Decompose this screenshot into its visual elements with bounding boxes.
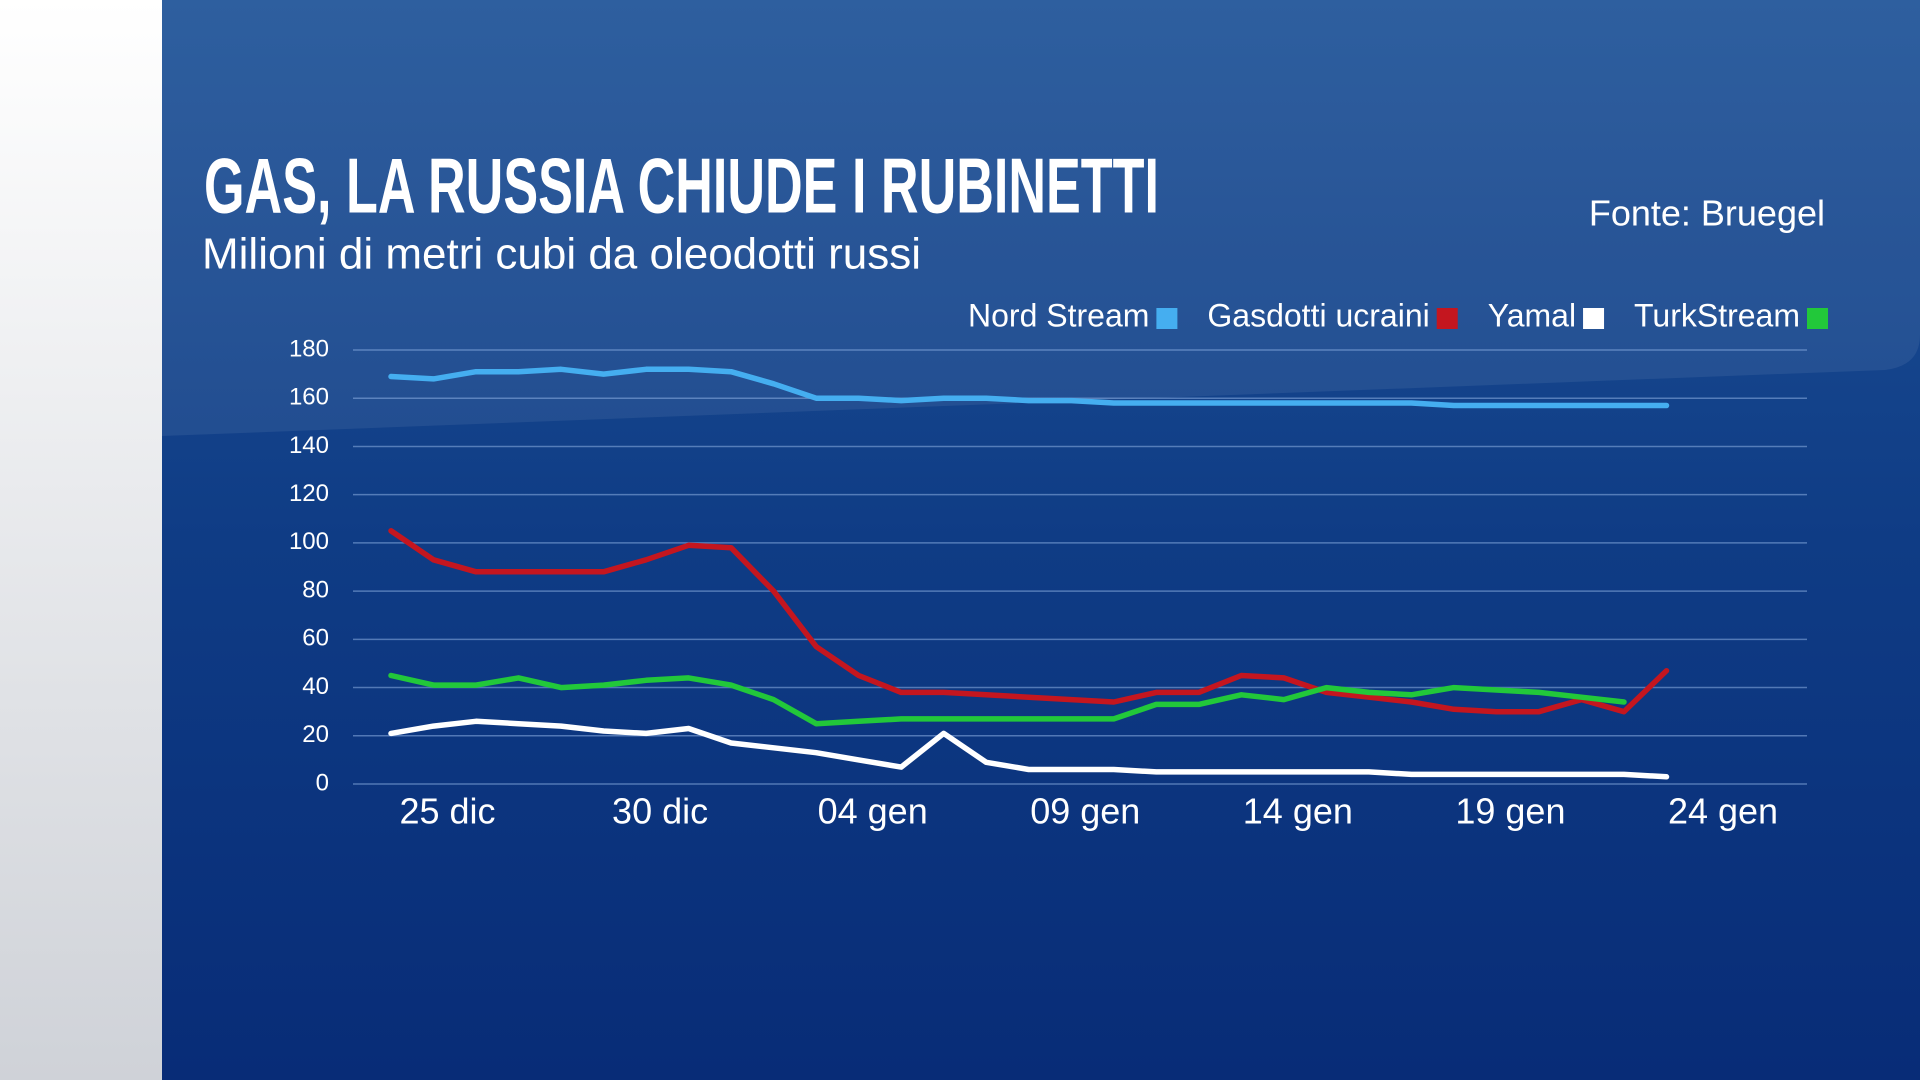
series-line (388, 672, 1627, 727)
legend: TurkStream Yamal Gasdotti ucraini Nord Stre… (968, 297, 1828, 333)
y-tick-label: 80 (302, 576, 329, 603)
legend-label: Nord Stream (968, 297, 1149, 333)
y-tick-label: 20 (302, 721, 329, 748)
y-tick-label: 180 (289, 335, 329, 362)
y-tick-label: 120 (289, 480, 329, 507)
x-tick-label: 25 dic (399, 791, 495, 832)
y-tick-label: 60 (302, 625, 329, 652)
chart-subtitle: Milioni di metri cubi da oleodotti russi (202, 230, 921, 279)
legend-swatch (1436, 308, 1458, 329)
x-tick-label: 09 gen (1030, 791, 1140, 832)
y-tick-label: 40 (302, 673, 329, 700)
legend-swatch (1807, 308, 1828, 329)
chart-title: GAS, LA RUSSIA CHIUDE I RUBINETTI (204, 142, 1159, 230)
x-tick-label: 19 gen (1455, 791, 1565, 832)
x-tick-label: 24 gen (1668, 791, 1778, 832)
legend-label: TurkStream (1634, 297, 1800, 333)
grid: 0 20 40 60 80 100 120 140 160 180 25 dic 30 dic 04 g… (289, 335, 1807, 832)
legend-swatch (1156, 308, 1178, 329)
y-tick-label: 100 (289, 528, 329, 555)
series-line (388, 528, 1670, 715)
x-tick-label: 14 gen (1243, 791, 1353, 832)
plot (388, 366, 1670, 780)
x-tick-label: 04 gen (818, 791, 928, 832)
legend-label: Yamal (1488, 297, 1576, 333)
y-tick-label: 0 (316, 769, 329, 796)
background (162, 0, 1920, 1080)
series-line (388, 366, 1670, 409)
legend-swatch (1583, 308, 1605, 329)
header-band (162, 0, 1920, 436)
side-panel (0, 0, 162, 1080)
series-line (388, 718, 1670, 780)
x-tick-label: 30 dic (612, 791, 708, 832)
source: Fonte: Bruegel (1589, 193, 1825, 234)
y-tick-label: 160 (289, 384, 329, 411)
y-tick-label: 140 (289, 432, 329, 459)
legend-label: Gasdotti ucraini (1207, 297, 1429, 333)
